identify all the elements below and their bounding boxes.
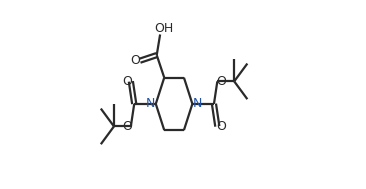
Text: O: O — [217, 75, 227, 88]
Text: O: O — [122, 120, 132, 133]
Text: O: O — [122, 75, 132, 88]
Text: O: O — [217, 120, 227, 133]
Text: N: N — [146, 97, 155, 110]
Text: N: N — [193, 97, 202, 110]
Text: O: O — [130, 54, 140, 67]
Text: OH: OH — [154, 22, 173, 35]
